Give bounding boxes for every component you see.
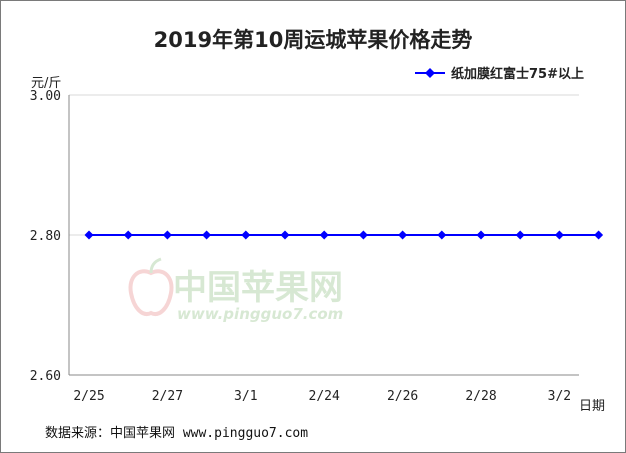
data-point — [280, 230, 290, 240]
data-point — [202, 230, 212, 240]
data-point — [594, 230, 604, 240]
y-axis-unit: 元/斤 — [31, 76, 61, 91]
legend-label: 纸加膜红富士75#以上 — [451, 66, 584, 82]
data-point — [437, 230, 447, 240]
watermark-url: www.pingguo7.com — [177, 305, 343, 323]
x-tick-label: 3/1 — [234, 389, 257, 404]
watermark: 中国苹果网 www.pingguo7.com — [128, 257, 343, 323]
data-point — [554, 230, 564, 240]
series-group — [84, 230, 604, 240]
data-point — [358, 230, 368, 240]
y-tick-labels: 3.00 2.80 2.60 — [30, 89, 61, 384]
y-tick-label: 3.00 — [30, 89, 61, 104]
data-point — [84, 230, 94, 240]
x-tick-label: 3/2 — [548, 389, 571, 404]
y-tick-label: 2.60 — [30, 369, 61, 384]
data-point — [515, 230, 525, 240]
legend: 纸加膜红富士75#以上 — [415, 66, 584, 82]
watermark-text: 中国苹果网 — [173, 268, 343, 308]
x-tick-label: 2/27 — [152, 389, 183, 404]
x-tick-label: 2/24 — [309, 389, 340, 404]
x-tick-label: 2/26 — [387, 389, 418, 404]
data-point — [241, 230, 251, 240]
data-point — [123, 230, 133, 240]
gridlines — [69, 94, 579, 236]
x-tick-label: 2/28 — [465, 389, 496, 404]
apple-logo-icon — [128, 257, 174, 316]
data-point — [162, 230, 172, 240]
x-tick-labels: 2/25 2/27 3/1 2/24 2/26 2/28 3/2 — [73, 389, 571, 404]
data-source: 数据来源：中国苹果网 www.pingguo7.com — [45, 426, 308, 441]
chart-title: 2019年第10周运城苹果价格走势 — [154, 28, 473, 52]
legend-marker-icon — [425, 68, 435, 78]
data-point — [319, 230, 329, 240]
data-point — [476, 230, 486, 240]
x-tick-label: 2/25 — [73, 389, 104, 404]
x-axis-label: 日期 — [579, 399, 605, 414]
y-tick-label: 2.80 — [30, 229, 61, 244]
data-point — [398, 230, 408, 240]
